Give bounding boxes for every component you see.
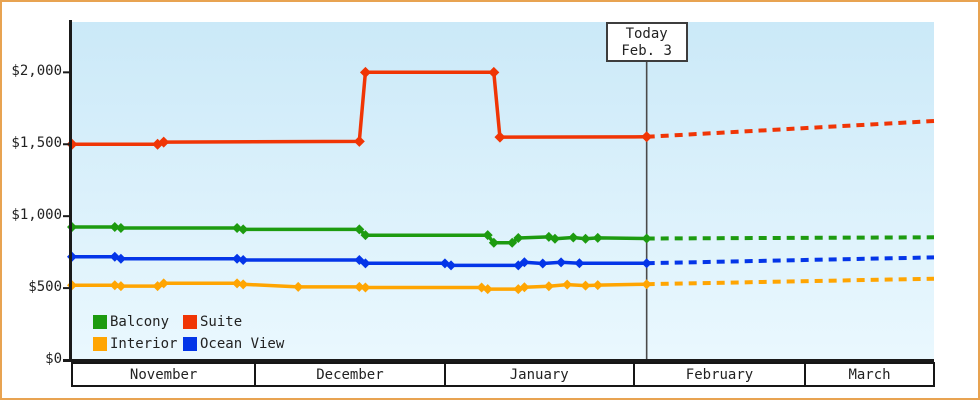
- interior-swatch-icon: [93, 337, 107, 351]
- today-date: Feb. 3: [621, 43, 672, 59]
- x-axis-line: [63, 359, 934, 362]
- today-marker-box: Today Feb. 3: [605, 22, 688, 62]
- series-interior-markers: [67, 278, 652, 295]
- month-label: January: [509, 366, 569, 383]
- y-axis-label: $1,500: [11, 135, 62, 152]
- month-cell-november: November: [73, 364, 254, 385]
- legend-item-suite: Suite: [183, 314, 284, 330]
- month-cell-march: March: [804, 364, 933, 385]
- plot-background: [72, 22, 934, 360]
- month-axis: November December January February March: [71, 362, 935, 387]
- series-ocean-view-projection-dotted: [646, 255, 935, 266]
- month-cell-january: January: [443, 364, 633, 385]
- balcony-swatch-icon: [93, 315, 107, 329]
- month-cell-february: February: [632, 364, 804, 385]
- y-axis-line: [69, 20, 72, 362]
- legend-label-interior: Interior: [110, 336, 178, 352]
- y-tick: [63, 359, 72, 361]
- month-label: February: [685, 366, 754, 383]
- series-suite-projection-dotted: [646, 119, 935, 139]
- series-ocean-view-markers: [67, 251, 652, 271]
- legend-label-balcony: Balcony: [110, 314, 170, 330]
- month-label: December: [316, 366, 384, 383]
- y-axis-label: $0: [45, 351, 62, 367]
- ocean-view-swatch-icon: [183, 337, 197, 351]
- y-axis-label: $500: [28, 279, 62, 296]
- legend-label-ocean-view: Ocean View: [200, 336, 285, 352]
- legend-item-interior: Interior: [93, 336, 183, 352]
- y-axis-label: $1,000: [11, 207, 62, 224]
- suite-swatch-icon: [183, 315, 197, 329]
- legend-label-suite: Suite: [200, 314, 243, 330]
- series-interior-projection-dotted: [646, 276, 935, 287]
- y-tick: [63, 71, 72, 74]
- y-tick: [63, 143, 72, 146]
- month-cell-december: December: [254, 364, 443, 385]
- today-label: Today: [625, 26, 668, 42]
- series-balcony-markers: [67, 221, 652, 248]
- legend-item-ocean-view: Ocean View: [183, 336, 284, 352]
- month-label: November: [129, 366, 198, 383]
- y-tick: [63, 215, 72, 218]
- y-tick: [63, 287, 72, 290]
- y-axis-label: $2,000: [11, 63, 62, 80]
- legend-item-balcony: Balcony: [93, 314, 183, 330]
- month-label: March: [848, 366, 891, 383]
- legend: Balcony Suite Interior Ocean View: [93, 314, 284, 352]
- series-balcony-projection-dotted: [646, 235, 935, 241]
